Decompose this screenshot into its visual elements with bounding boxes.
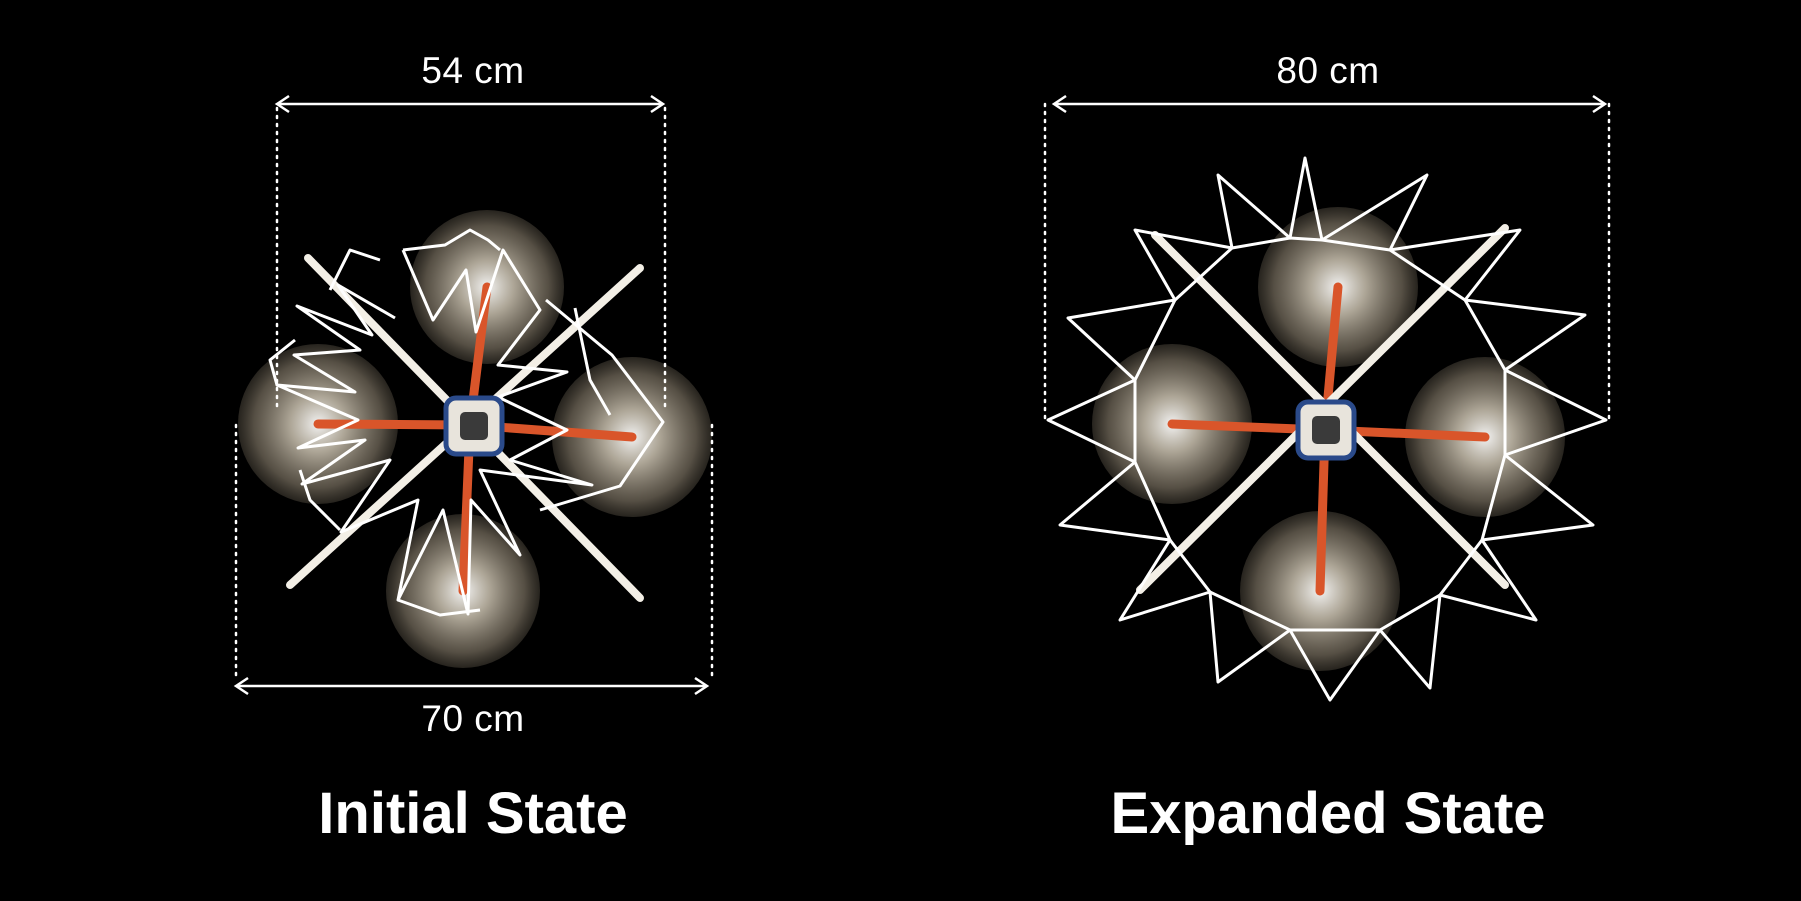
initial-dimensions <box>233 94 714 696</box>
expanded-dimensions <box>1043 94 1611 420</box>
initial-bottom-dimension-label: 70 cm <box>421 698 525 739</box>
initial-top-dimension-label: 54 cm <box>421 50 525 91</box>
initial-drone <box>238 210 712 668</box>
expanded-state-title: Expanded State <box>1110 781 1546 846</box>
expanded-top-dimension-label: 80 cm <box>1276 50 1380 91</box>
expanded-drone <box>1046 156 1608 702</box>
folded-lattice-frame <box>268 228 665 617</box>
initial-state-title: Initial State <box>318 781 628 846</box>
expanded-lattice-frame <box>1046 156 1608 702</box>
